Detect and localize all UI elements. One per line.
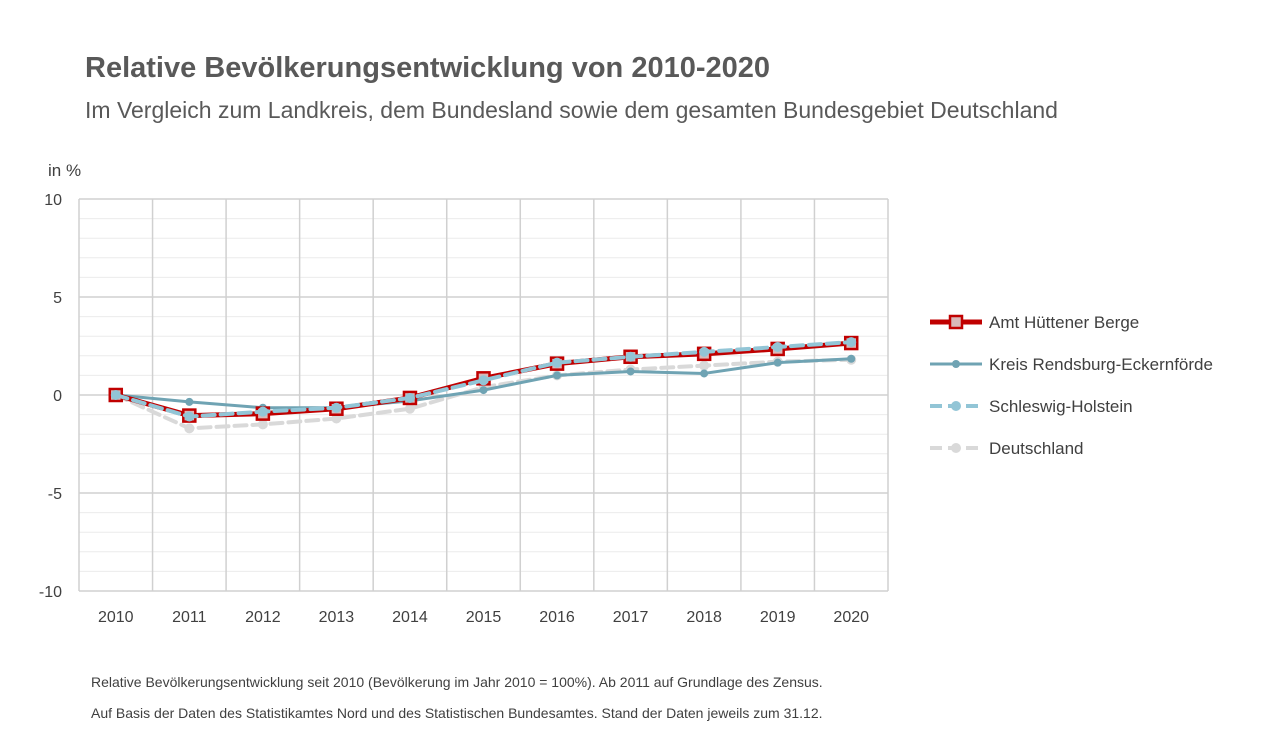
chart-legend: Amt Hüttener Berge Kreis Rendsburg-Eckern…	[930, 313, 1213, 458]
legend-label: Amt Hüttener Berge	[989, 313, 1139, 332]
data-point	[773, 358, 782, 367]
footnote-line-2: Auf Basis der Daten des Statistikamtes N…	[91, 705, 823, 721]
chart-title: Relative Bevölkerungsentwicklung von 201…	[85, 52, 770, 84]
data-point	[184, 411, 195, 422]
legend-item-kreis-rendsburg-eckernfoerde: Kreis Rendsburg-Eckernförde	[930, 355, 1213, 374]
legend-label: Deutschland	[989, 439, 1084, 458]
data-point	[404, 403, 415, 414]
data-point	[257, 406, 268, 417]
data-point	[847, 354, 856, 363]
x-tick-label: 2012	[245, 609, 281, 626]
x-tick-label: 2020	[833, 609, 869, 626]
y-tick-label: -10	[39, 584, 62, 601]
legend-label: Kreis Rendsburg-Eckernförde	[989, 355, 1213, 374]
chart-grid	[78, 198, 889, 592]
data-point	[404, 392, 415, 403]
data-point	[846, 337, 857, 348]
legend-marker	[951, 443, 961, 453]
y-tick-label: 5	[53, 290, 62, 307]
y-tick-label: 0	[53, 388, 62, 405]
data-point	[552, 357, 563, 368]
y-tick-label: -5	[48, 486, 62, 503]
data-point	[700, 369, 709, 378]
legend-item-amt-huettener-berge: Amt Hüttener Berge	[930, 313, 1139, 332]
data-point	[699, 360, 710, 371]
data-point	[110, 390, 121, 400]
data-point	[699, 346, 710, 357]
y-tick-label: 10	[44, 192, 62, 209]
data-point	[625, 351, 636, 362]
data-point	[772, 341, 783, 352]
data-point	[257, 419, 268, 430]
x-tick-label: 2015	[466, 609, 502, 626]
legend-marker	[952, 360, 960, 368]
x-axis: 2010 2011 2012 2013 2014 2015 2016 2017 2018 2019…	[98, 609, 869, 626]
data-point	[553, 371, 562, 380]
x-tick-label: 2011	[172, 609, 207, 626]
x-tick-label: 2014	[392, 609, 428, 626]
data-point	[331, 413, 342, 424]
x-tick-label: 2016	[539, 609, 575, 626]
x-tick-label: 2017	[613, 609, 649, 626]
legend-marker	[951, 401, 961, 411]
data-point	[185, 397, 194, 406]
y-axis-label: in %	[48, 161, 81, 180]
legend-marker	[948, 314, 964, 330]
x-tick-label: 2019	[760, 609, 796, 626]
x-tick-label: 2010	[98, 609, 134, 626]
data-point	[626, 367, 635, 376]
data-point	[331, 402, 342, 413]
legend-item-deutschland: Deutschland	[930, 439, 1084, 458]
legend-label: Schleswig-Holstein	[989, 397, 1133, 416]
chart-subtitle: Im Vergleich zum Landkreis, dem Bundesla…	[85, 97, 1058, 123]
legend-item-schleswig-holstein: Schleswig-Holstein	[930, 397, 1133, 416]
data-point	[184, 423, 195, 434]
data-point	[478, 375, 489, 386]
x-tick-label: 2018	[686, 609, 722, 626]
data-point	[479, 386, 488, 395]
footnote-line-1: Relative Bevölkerungsentwicklung seit 20…	[91, 674, 823, 690]
y-axis: in % 10 5 0 -5 -10	[39, 161, 81, 601]
x-tick-label: 2013	[319, 609, 355, 626]
series-schleswig-holstein	[110, 337, 857, 422]
chart-series	[108, 335, 859, 434]
